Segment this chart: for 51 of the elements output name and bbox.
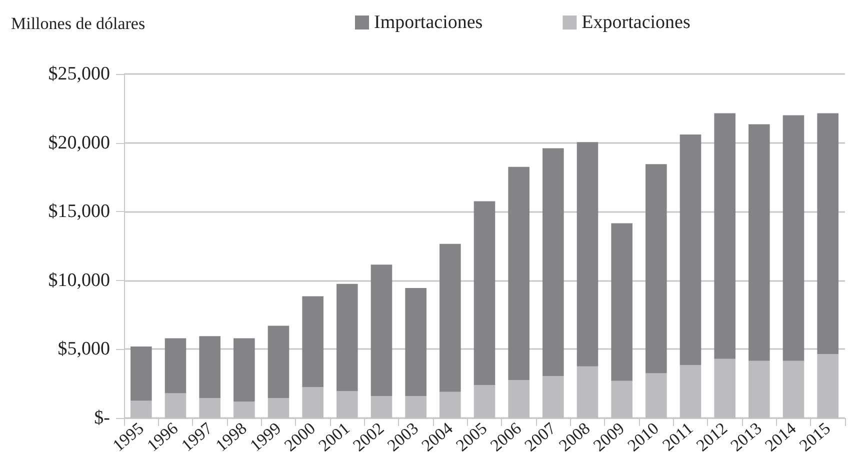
bar: [234, 338, 255, 402]
bar: [576, 142, 598, 366]
bar: [302, 387, 324, 418]
bar: [405, 288, 426, 396]
y-tick-label: $10,000: [48, 270, 110, 291]
y-tick-label: $15,000: [48, 201, 110, 222]
bar: [440, 392, 461, 418]
bar: [268, 326, 290, 398]
bar: [646, 373, 667, 418]
legend-label: Exportaciones: [582, 12, 690, 33]
bar: [748, 124, 770, 361]
bar: [370, 264, 392, 396]
bar: [164, 393, 186, 418]
bar: [199, 336, 220, 398]
bar: [611, 380, 632, 418]
y-tick-label: $5,000: [58, 338, 110, 360]
bar: [646, 164, 667, 374]
bar: [576, 366, 598, 418]
bar: [748, 360, 770, 418]
bar: [130, 346, 152, 401]
bar: [302, 296, 324, 388]
bar: [336, 391, 358, 418]
bar: [130, 400, 152, 418]
bar: [817, 113, 838, 354]
bar: [440, 244, 461, 392]
y-tick-label: $20,000: [48, 132, 110, 154]
bar: [542, 376, 564, 418]
bar: [542, 148, 564, 376]
y-tick-label: $-: [94, 408, 110, 428]
bar: [164, 338, 186, 394]
bar: [782, 115, 804, 361]
bar: [714, 358, 736, 418]
bar: [508, 166, 530, 380]
bar: [508, 380, 530, 418]
bar: [782, 360, 804, 418]
y-axis-title: Millones de dólares: [11, 14, 146, 33]
bar: [714, 113, 736, 359]
bar: [405, 396, 426, 418]
bar: [370, 396, 392, 418]
bar: [474, 384, 496, 418]
y-tick-label: $25,000: [48, 64, 110, 84]
bar: [817, 354, 838, 418]
bar: [611, 223, 632, 381]
bar: [680, 365, 702, 418]
bar: [474, 201, 496, 385]
bar: [199, 398, 220, 418]
bar: [268, 398, 290, 418]
legend-label: Importaciones: [374, 12, 483, 33]
bar: [336, 284, 358, 392]
bar: [680, 134, 702, 366]
bar: [234, 401, 255, 418]
